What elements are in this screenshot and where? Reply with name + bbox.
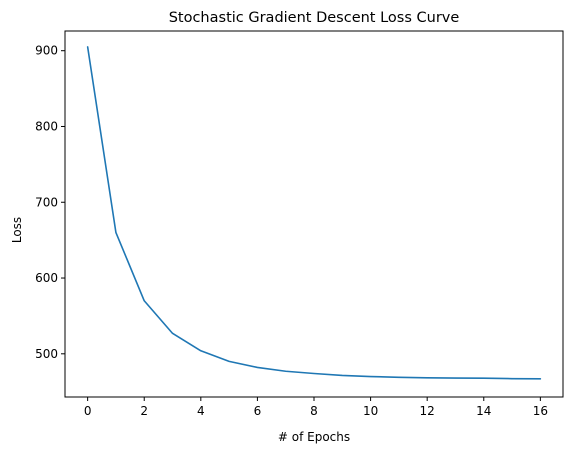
- x-tick-label: 16: [533, 404, 548, 418]
- x-axis-label: # of Epochs: [278, 430, 350, 444]
- y-tick-label: 700: [35, 195, 58, 209]
- y-tick-label: 600: [35, 271, 58, 285]
- x-tick-label: 8: [310, 404, 318, 418]
- loss-series-line: [86, 46, 542, 380]
- y-tick-label: 900: [35, 44, 58, 58]
- x-tick-label: 0: [84, 404, 92, 418]
- x-tick-label: 14: [476, 404, 491, 418]
- y-tick-label: 800: [35, 119, 58, 133]
- x-tick-label: 12: [420, 404, 435, 418]
- axis-ticks: 0 2 4 6 8 10 12 14 16 500 600 700 800 900: [35, 44, 548, 418]
- x-tick-label: 10: [363, 404, 378, 418]
- plot-frame: [64, 30, 564, 398]
- x-tick-label: 4: [197, 404, 205, 418]
- plot-area: [86, 46, 542, 380]
- x-tick-label: 2: [140, 404, 148, 418]
- y-axis-label: Loss: [10, 217, 24, 243]
- y-tick-label: 500: [35, 347, 58, 361]
- chart-title: Stochastic Gradient Descent Loss Curve: [169, 10, 460, 26]
- x-tick-label: 6: [254, 404, 262, 418]
